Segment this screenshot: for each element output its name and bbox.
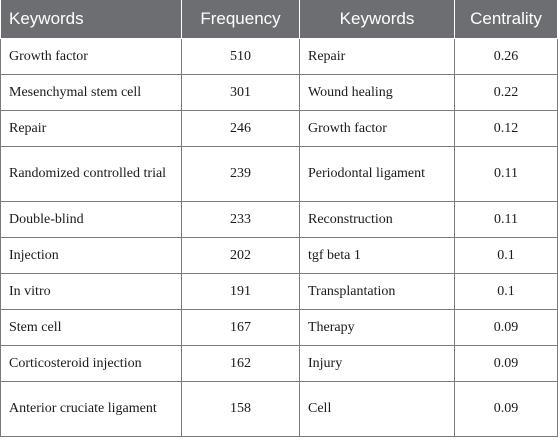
table-row: In vitro 191 Transplantation 0.1	[0, 272, 558, 310]
keyword-centrality-cell: Cell	[299, 380, 455, 437]
header-frequency: Frequency	[181, 0, 300, 39]
table-row: Anterior cruciate ligament 158 Cell 0.09	[0, 380, 558, 437]
frequency-cell: 191	[181, 272, 300, 310]
centrality-cell: 0.09	[454, 344, 558, 382]
frequency-cell: 162	[181, 344, 300, 382]
frequency-cell: 246	[181, 109, 300, 147]
keyword-centrality-cell: Wound healing	[299, 73, 455, 111]
keyword-frequency-cell: Mesenchymal stem cell	[0, 73, 182, 111]
keyword-frequency-cell: Corticosteroid injection	[0, 344, 182, 382]
table-row: Stem cell 167 Therapy 0.09	[0, 308, 558, 346]
table-row: Corticosteroid injection 162 Injury 0.09	[0, 344, 558, 382]
frequency-cell: 202	[181, 236, 300, 274]
table-row: Injection 202 tgf beta 1 0.1	[0, 236, 558, 274]
table-row: Growth factor 510 Repair 0.26	[0, 37, 558, 75]
frequency-cell: 510	[181, 37, 300, 75]
keyword-frequency-cell: Double-blind	[0, 200, 182, 238]
centrality-cell: 0.26	[454, 37, 558, 75]
keyword-centrality-cell: Repair	[299, 37, 455, 75]
table-row: Repair 246 Growth factor 0.12	[0, 109, 558, 147]
keyword-frequency-cell: Randomized controlled trial	[0, 145, 182, 202]
keyword-centrality-cell: Reconstruction	[299, 200, 455, 238]
centrality-cell: 0.11	[454, 200, 558, 238]
keyword-centrality-cell: Therapy	[299, 308, 455, 346]
header-keywords-frequency: Keywords	[0, 0, 182, 39]
keyword-frequency-cell: Stem cell	[0, 308, 182, 346]
table-row: Randomized controlled trial 239 Periodon…	[0, 145, 558, 202]
header-row: Keywords Frequency Keywords Centrality	[0, 0, 558, 39]
centrality-cell: 0.1	[454, 236, 558, 274]
centrality-cell: 0.09	[454, 380, 558, 437]
keyword-frequency-cell: Repair	[0, 109, 182, 147]
centrality-cell: 0.11	[454, 145, 558, 202]
keyword-centrality-cell: Transplantation	[299, 272, 455, 310]
keyword-frequency-cell: Anterior cruciate ligament	[0, 380, 182, 437]
frequency-cell: 239	[181, 145, 300, 202]
frequency-cell: 158	[181, 380, 300, 437]
frequency-cell: 233	[181, 200, 300, 238]
centrality-cell: 0.12	[454, 109, 558, 147]
table-row: Double-blind 233 Reconstruction 0.11	[0, 200, 558, 238]
centrality-cell: 0.09	[454, 308, 558, 346]
frequency-cell: 301	[181, 73, 300, 111]
keyword-centrality-cell: Injury	[299, 344, 455, 382]
keyword-frequency-cell: Injection	[0, 236, 182, 274]
table-row: Mesenchymal stem cell 301 Wound healing …	[0, 73, 558, 111]
header-keywords-centrality: Keywords	[299, 0, 455, 39]
keyword-frequency-cell: In vitro	[0, 272, 182, 310]
frequency-cell: 167	[181, 308, 300, 346]
keyword-centrality-cell: Periodontal ligament	[299, 145, 455, 202]
centrality-cell: 0.22	[454, 73, 558, 111]
keyword-centrality-cell: Growth factor	[299, 109, 455, 147]
centrality-cell: 0.1	[454, 272, 558, 310]
header-centrality: Centrality	[454, 0, 558, 39]
keyword-frequency-cell: Growth factor	[0, 37, 182, 75]
keyword-centrality-cell: tgf beta 1	[299, 236, 455, 274]
